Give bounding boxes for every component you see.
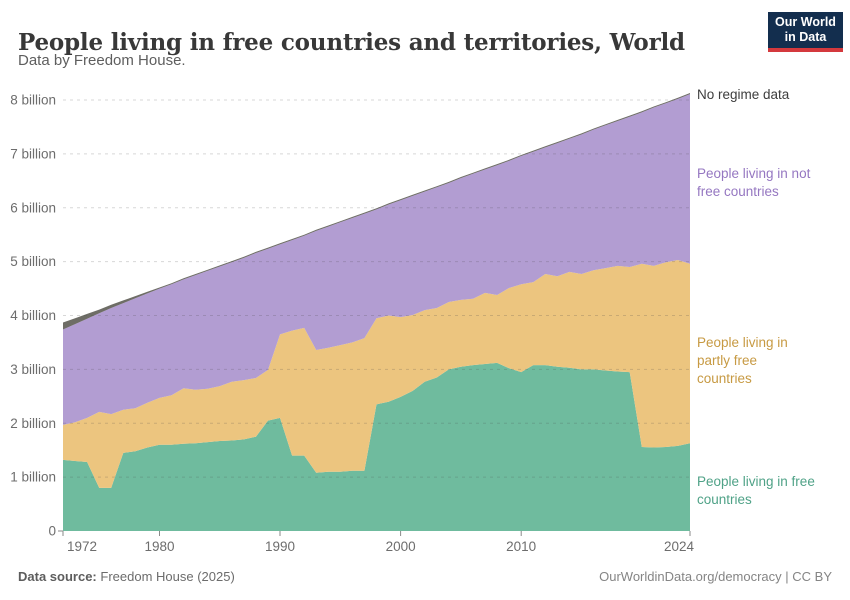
owid-logo-line1: Our World [775,15,836,29]
x-axis: 1972 1980 1990 2000 2010 2024 [62,531,695,554]
x-tick-label: 1980 [144,539,174,554]
y-tick-label: 2 billion [10,416,56,431]
x-tick-label: 1990 [265,539,295,554]
series-label-partly-free: People living in partly free countries [697,335,788,386]
area-no-data[interactable] [63,93,690,330]
data-source-note: Data source: Freedom House (2025) [18,569,235,584]
x-tick-label: 2000 [386,539,416,554]
data-source-value: Freedom House (2025) [100,569,235,584]
area-not-free[interactable] [63,94,690,425]
y-axis: 0 1 billion 2 billion 3 billion 4 billion 5 b… [10,93,63,539]
series-label-free: People living in free countries [697,474,815,507]
y-tick-label: 0 [48,524,56,539]
license-link[interactable]: OurWorldinData.org/democracy | CC BY [599,569,832,584]
page-subtitle: Data by Freedom House. [18,52,186,69]
y-tick-label: 6 billion [10,200,56,215]
y-tick-label: 1 billion [10,470,56,485]
chart-areas [63,93,690,531]
x-tick-label: 2024 [664,539,695,554]
y-tick-label: 7 billion [10,146,56,161]
y-tick-label: 8 billion [10,93,56,108]
y-tick-label: 3 billion [10,362,56,377]
area-partly-free[interactable] [63,260,690,488]
x-tick-label: 1972 [67,539,97,554]
x-tick-label: 2010 [506,539,536,554]
owid-logo[interactable]: Our World in Data [768,12,843,52]
y-tick-label: 4 billion [10,308,56,323]
data-source-label: Data source: [18,569,97,584]
y-tick-label: 5 billion [10,254,56,269]
series-label-no-data: No regime data [697,87,790,102]
owid-logo-line2: in Data [784,30,827,44]
series-label-not-free: People living in not free countries [697,166,811,199]
area-free[interactable] [63,362,690,531]
page-title: People living in free countries and terr… [18,29,685,57]
